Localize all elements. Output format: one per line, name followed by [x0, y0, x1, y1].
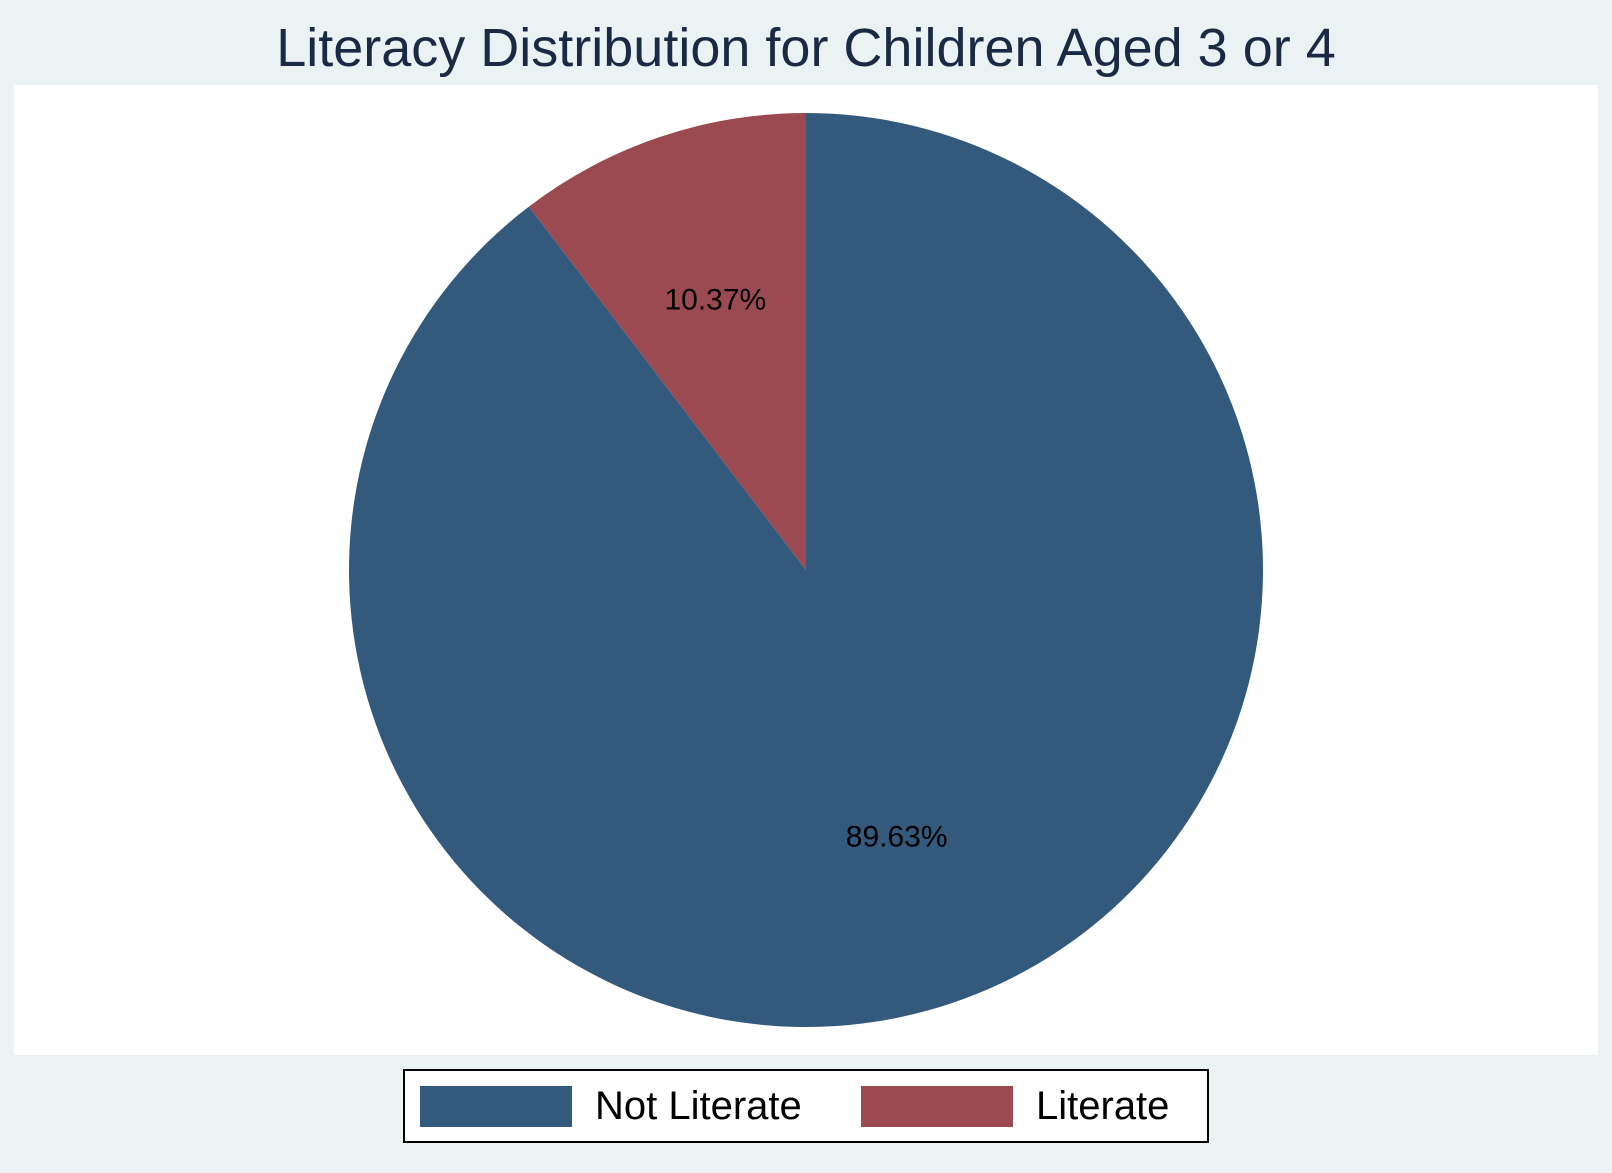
- legend-label-not-literate: Not Literate: [595, 1084, 802, 1128]
- legend-item-not-literate: Not Literate: [420, 1071, 820, 1141]
- plot-area: 89.63% 10.37%: [14, 85, 1598, 1055]
- pie-labels: 89.63% 10.37%: [664, 283, 947, 853]
- legend: Not Literate Literate: [403, 1069, 1209, 1143]
- pie-slice-literate: [528, 113, 806, 570]
- legend-swatch-literate: [861, 1086, 1013, 1127]
- pie-slices: [348, 113, 1263, 1027]
- legend-label-literate: Literate: [1036, 1084, 1170, 1128]
- pie-chart: 89.63% 10.37%: [348, 113, 1263, 1027]
- pie-label-not-literate: 89.63%: [846, 820, 948, 853]
- pie-label-literate: 10.37%: [664, 283, 766, 316]
- legend-swatch-not-literate: [420, 1086, 572, 1127]
- chart-title: Literacy Distribution for Children Aged …: [276, 18, 1336, 78]
- legend-item-literate: Literate: [861, 1071, 1201, 1141]
